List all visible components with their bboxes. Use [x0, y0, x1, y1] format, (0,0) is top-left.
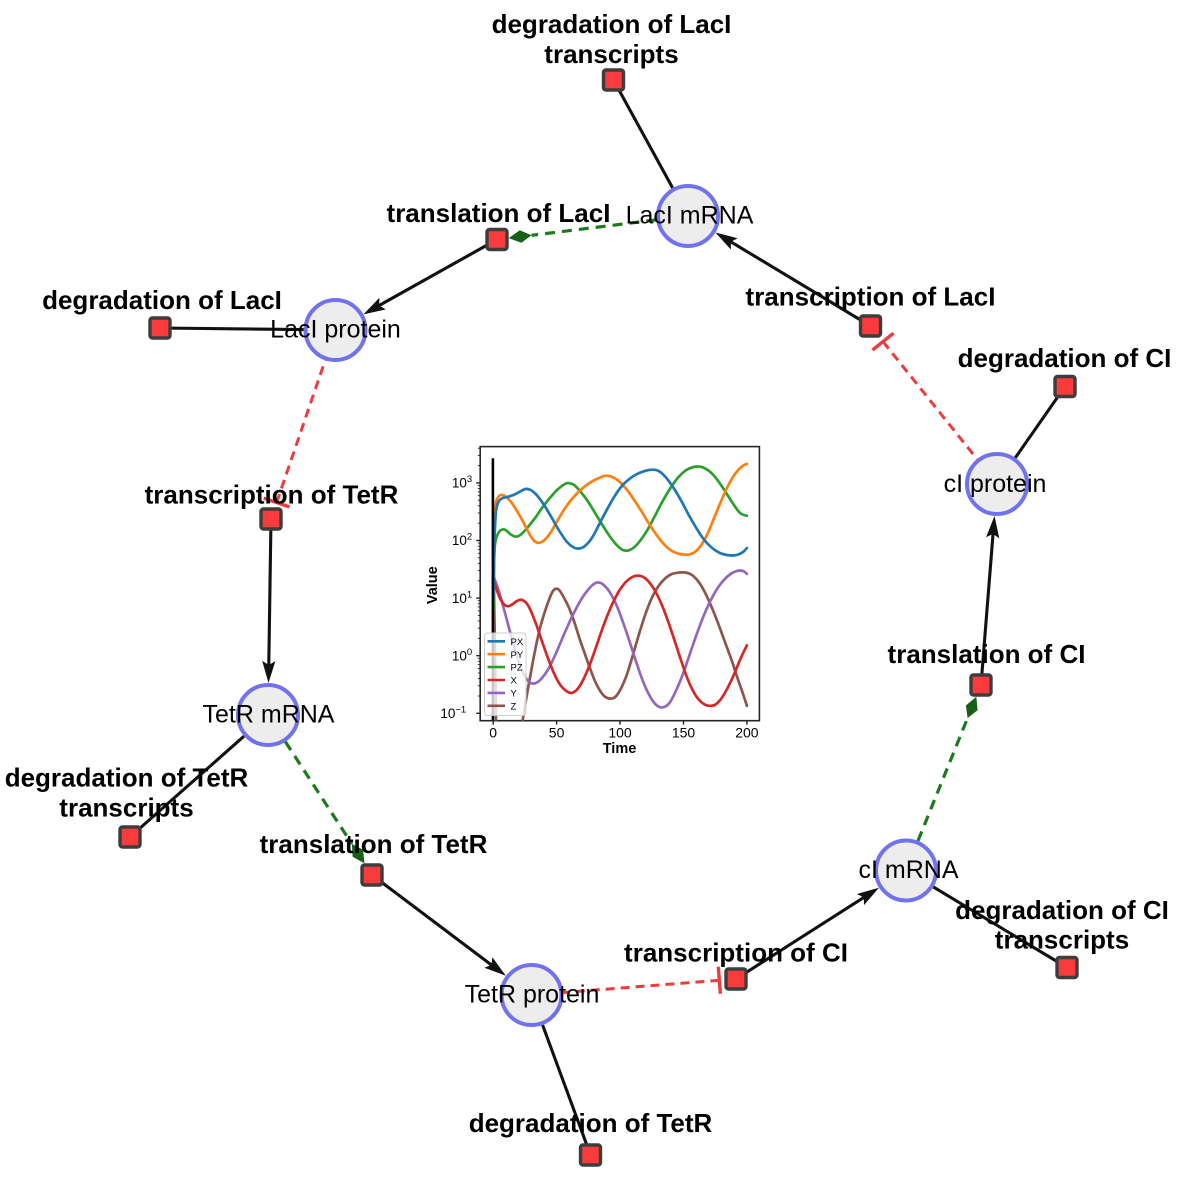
svg-text:103: 103 — [452, 474, 472, 491]
svg-text:Time: Time — [603, 741, 637, 757]
svg-text:PZ: PZ — [511, 663, 523, 674]
svg-text:translation of TetR: translation of TetR — [260, 829, 488, 859]
svg-text:degradation of LacI: degradation of LacI — [42, 285, 282, 315]
svg-text:cI mRNA: cI mRNA — [859, 856, 959, 884]
svg-text:LacI protein: LacI protein — [270, 316, 401, 344]
svg-text:10−1: 10−1 — [440, 705, 466, 722]
svg-text:PX: PX — [511, 637, 524, 648]
svg-text:TetR mRNA: TetR mRNA — [203, 701, 335, 729]
svg-text:Z: Z — [511, 701, 517, 712]
svg-text:degradation of TetR: degradation of TetR — [5, 763, 249, 793]
svg-text:100: 100 — [452, 647, 472, 664]
svg-text:PY: PY — [511, 650, 524, 661]
svg-text:TetR protein: TetR protein — [465, 981, 600, 1009]
svg-text:cI protein: cI protein — [944, 470, 1047, 498]
svg-text:degradation of LacI: degradation of LacI — [492, 9, 732, 39]
svg-text:Y: Y — [511, 689, 518, 700]
svg-text:200: 200 — [735, 725, 759, 741]
svg-text:100: 100 — [608, 725, 632, 741]
svg-text:LacI mRNA: LacI mRNA — [626, 202, 754, 230]
svg-text:transcripts: transcripts — [544, 39, 678, 69]
svg-text:101: 101 — [452, 589, 472, 606]
svg-text:transcription of LacI: transcription of LacI — [746, 282, 996, 312]
svg-text:102: 102 — [452, 532, 472, 549]
svg-text:transcripts: transcripts — [995, 925, 1129, 955]
svg-text:degradation of CI: degradation of CI — [955, 895, 1169, 925]
svg-text:150: 150 — [672, 725, 696, 741]
svg-text:transcription of CI: transcription of CI — [624, 938, 848, 968]
svg-text:transcription of TetR: transcription of TetR — [145, 480, 399, 510]
svg-text:50: 50 — [549, 725, 565, 741]
svg-text:transcripts: transcripts — [59, 793, 193, 823]
svg-text:degradation of TetR: degradation of TetR — [469, 1108, 713, 1138]
svg-text:translation of LacI: translation of LacI — [387, 198, 611, 228]
svg-text:0: 0 — [489, 725, 497, 741]
svg-text:X: X — [511, 676, 518, 687]
svg-text:degradation of CI: degradation of CI — [958, 343, 1172, 373]
svg-text:translation of CI: translation of CI — [888, 639, 1086, 669]
svg-text:Value: Value — [425, 566, 441, 604]
